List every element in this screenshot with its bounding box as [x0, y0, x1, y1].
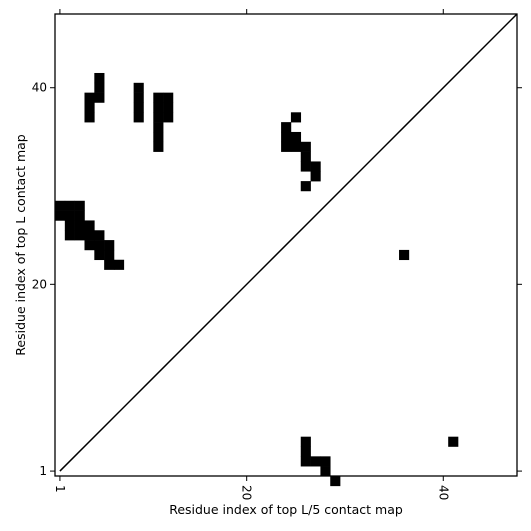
upper-cell-44 [84, 240, 95, 251]
upper-cell-23 [281, 141, 292, 152]
upper-cell-12 [153, 102, 164, 113]
upper-cell-43 [94, 230, 105, 241]
upper-cell-20 [281, 122, 292, 133]
upper-cell-36 [74, 210, 85, 221]
y-axis-label: Residue index of top L contact map [13, 134, 28, 355]
upper-cell-47 [94, 249, 105, 261]
lower-cell-0 [399, 249, 410, 261]
upper-cell-10 [153, 92, 164, 103]
upper-cell-18 [153, 141, 164, 152]
upper-cell-26 [300, 151, 311, 162]
axis-ticks: 1 20 40 1 20 40 [32, 9, 522, 500]
upper-cell-37 [64, 220, 75, 231]
upper-cell-1 [94, 72, 105, 84]
lower-cell-6 [320, 456, 331, 467]
upper-cell-38 [74, 220, 85, 231]
lower-cell-4 [300, 456, 311, 467]
upper-cell-13 [163, 102, 174, 113]
upper-cell-28 [310, 161, 321, 172]
lower-cell-2 [300, 436, 311, 447]
upper-cell-2 [84, 92, 95, 103]
upper-cell-16 [153, 122, 164, 133]
upper-cell-9 [133, 82, 144, 93]
upper-cell-22 [290, 131, 302, 143]
upper-cell-50 [113, 259, 125, 270]
upper-cell-33 [74, 200, 85, 211]
upper-cell-29 [310, 171, 321, 182]
upper-cell-40 [64, 230, 75, 241]
diagonal-line [59, 13, 518, 472]
upper-cell-24 [290, 141, 302, 152]
upper-cell-21 [281, 131, 292, 143]
plot-frame [54, 13, 518, 477]
y-tick-label-0: 1 [39, 464, 47, 478]
upper-cell-25 [300, 141, 311, 152]
upper-cell-3 [94, 92, 105, 103]
upper-cell-32 [64, 200, 75, 211]
upper-cell-45 [94, 240, 105, 251]
upper-cell-35 [64, 210, 75, 221]
upper-cell-6 [133, 112, 144, 123]
upper-cell-8 [133, 92, 144, 103]
lower-cell-8 [330, 476, 341, 487]
x-tick-label-1: 20 [240, 485, 254, 500]
contact-cells [55, 72, 459, 487]
x-axis-label: Residue index of top L/5 contact map [169, 502, 403, 517]
x-tick-label-0: 1 [53, 485, 67, 493]
upper-cell-4 [84, 102, 95, 113]
upper-cell-27 [300, 161, 311, 172]
y-tick-label-2: 40 [32, 81, 47, 95]
upper-cell-30 [300, 181, 311, 192]
upper-cell-19 [290, 112, 302, 123]
y-tick-label-1: 20 [32, 277, 47, 291]
upper-cell-49 [104, 259, 115, 270]
upper-cell-34 [55, 210, 66, 221]
upper-cell-14 [153, 112, 164, 123]
upper-cell-11 [163, 92, 174, 103]
upper-cell-15 [163, 112, 174, 123]
upper-cell-31 [55, 200, 66, 211]
lower-cell-3 [300, 446, 311, 457]
x-tick-label-2: 40 [436, 485, 450, 500]
upper-cell-39 [84, 220, 95, 231]
lower-cell-1 [448, 436, 459, 447]
upper-cell-41 [74, 230, 85, 241]
upper-cell-0 [94, 82, 105, 93]
upper-cell-42 [84, 230, 95, 241]
upper-cell-46 [104, 240, 115, 251]
lower-cell-5 [310, 456, 321, 467]
upper-cell-17 [153, 131, 164, 143]
lower-cell-7 [320, 466, 331, 477]
upper-cell-5 [84, 112, 95, 123]
upper-cell-7 [133, 102, 144, 113]
upper-cell-48 [104, 249, 115, 261]
